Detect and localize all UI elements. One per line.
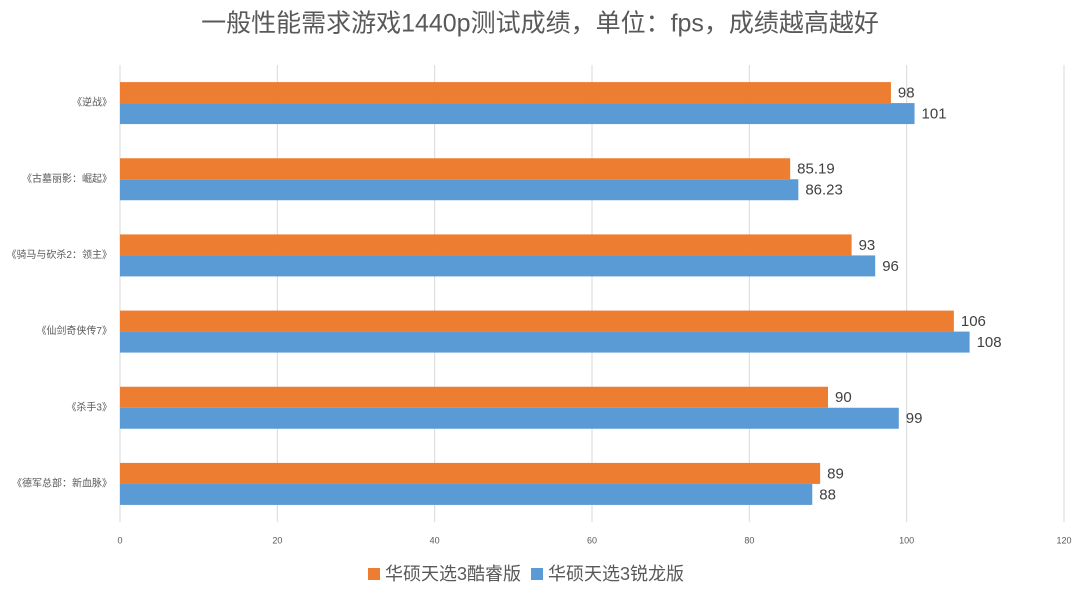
data-label: 88: [819, 486, 836, 503]
data-label: 96: [882, 258, 899, 275]
x-tick-label: 60: [587, 535, 597, 545]
x-tick-label: 120: [1056, 535, 1071, 545]
legend-label: 华硕天选3锐龙版: [548, 564, 684, 584]
y-tick-label: 《德军总部：新血脉》: [12, 477, 112, 490]
data-label: 98: [898, 85, 915, 102]
data-label: 106: [961, 313, 986, 330]
y-tick-label: 《杀手3》: [66, 400, 112, 413]
bar: [120, 158, 791, 180]
data-label: 89: [827, 465, 844, 482]
x-tick-label: 100: [899, 535, 914, 545]
data-label: 93: [859, 237, 876, 254]
legend-swatch: [531, 568, 544, 580]
bar: [120, 82, 891, 104]
x-tick-label: 0: [117, 535, 122, 545]
chart-title: 一般性能需求游戏1440p测试成绩，单位：fps，成绩越高越好: [201, 10, 879, 38]
x-tick-label: 20: [272, 535, 282, 545]
data-label: 108: [977, 334, 1002, 351]
bar: [120, 179, 799, 201]
data-label: 85.19: [797, 161, 835, 178]
bar: [120, 103, 915, 125]
bar: [120, 407, 899, 429]
legend-label: 华硕天选3酷睿版: [385, 564, 521, 584]
bar: [120, 255, 876, 277]
data-label: 86.23: [805, 182, 843, 199]
data-label: 90: [835, 389, 852, 406]
y-tick-label: 《逆战》: [72, 96, 112, 109]
x-tick-label: 80: [744, 535, 754, 545]
bar: [120, 234, 852, 256]
data-label: 99: [906, 410, 923, 427]
y-tick-label: 《骑马与砍杀2：领主》: [6, 248, 112, 261]
legend-swatch: [368, 568, 380, 580]
data-label: 101: [922, 106, 947, 123]
bar: [120, 331, 970, 353]
bar: [120, 386, 828, 408]
bar: [120, 310, 954, 332]
bar: [120, 483, 813, 505]
y-tick-label: 《仙剑奇侠传7》: [36, 324, 112, 337]
y-tick-label: 《古墓丽影：崛起》: [22, 172, 112, 185]
x-tick-label: 40: [430, 535, 440, 545]
bar: [120, 462, 821, 484]
